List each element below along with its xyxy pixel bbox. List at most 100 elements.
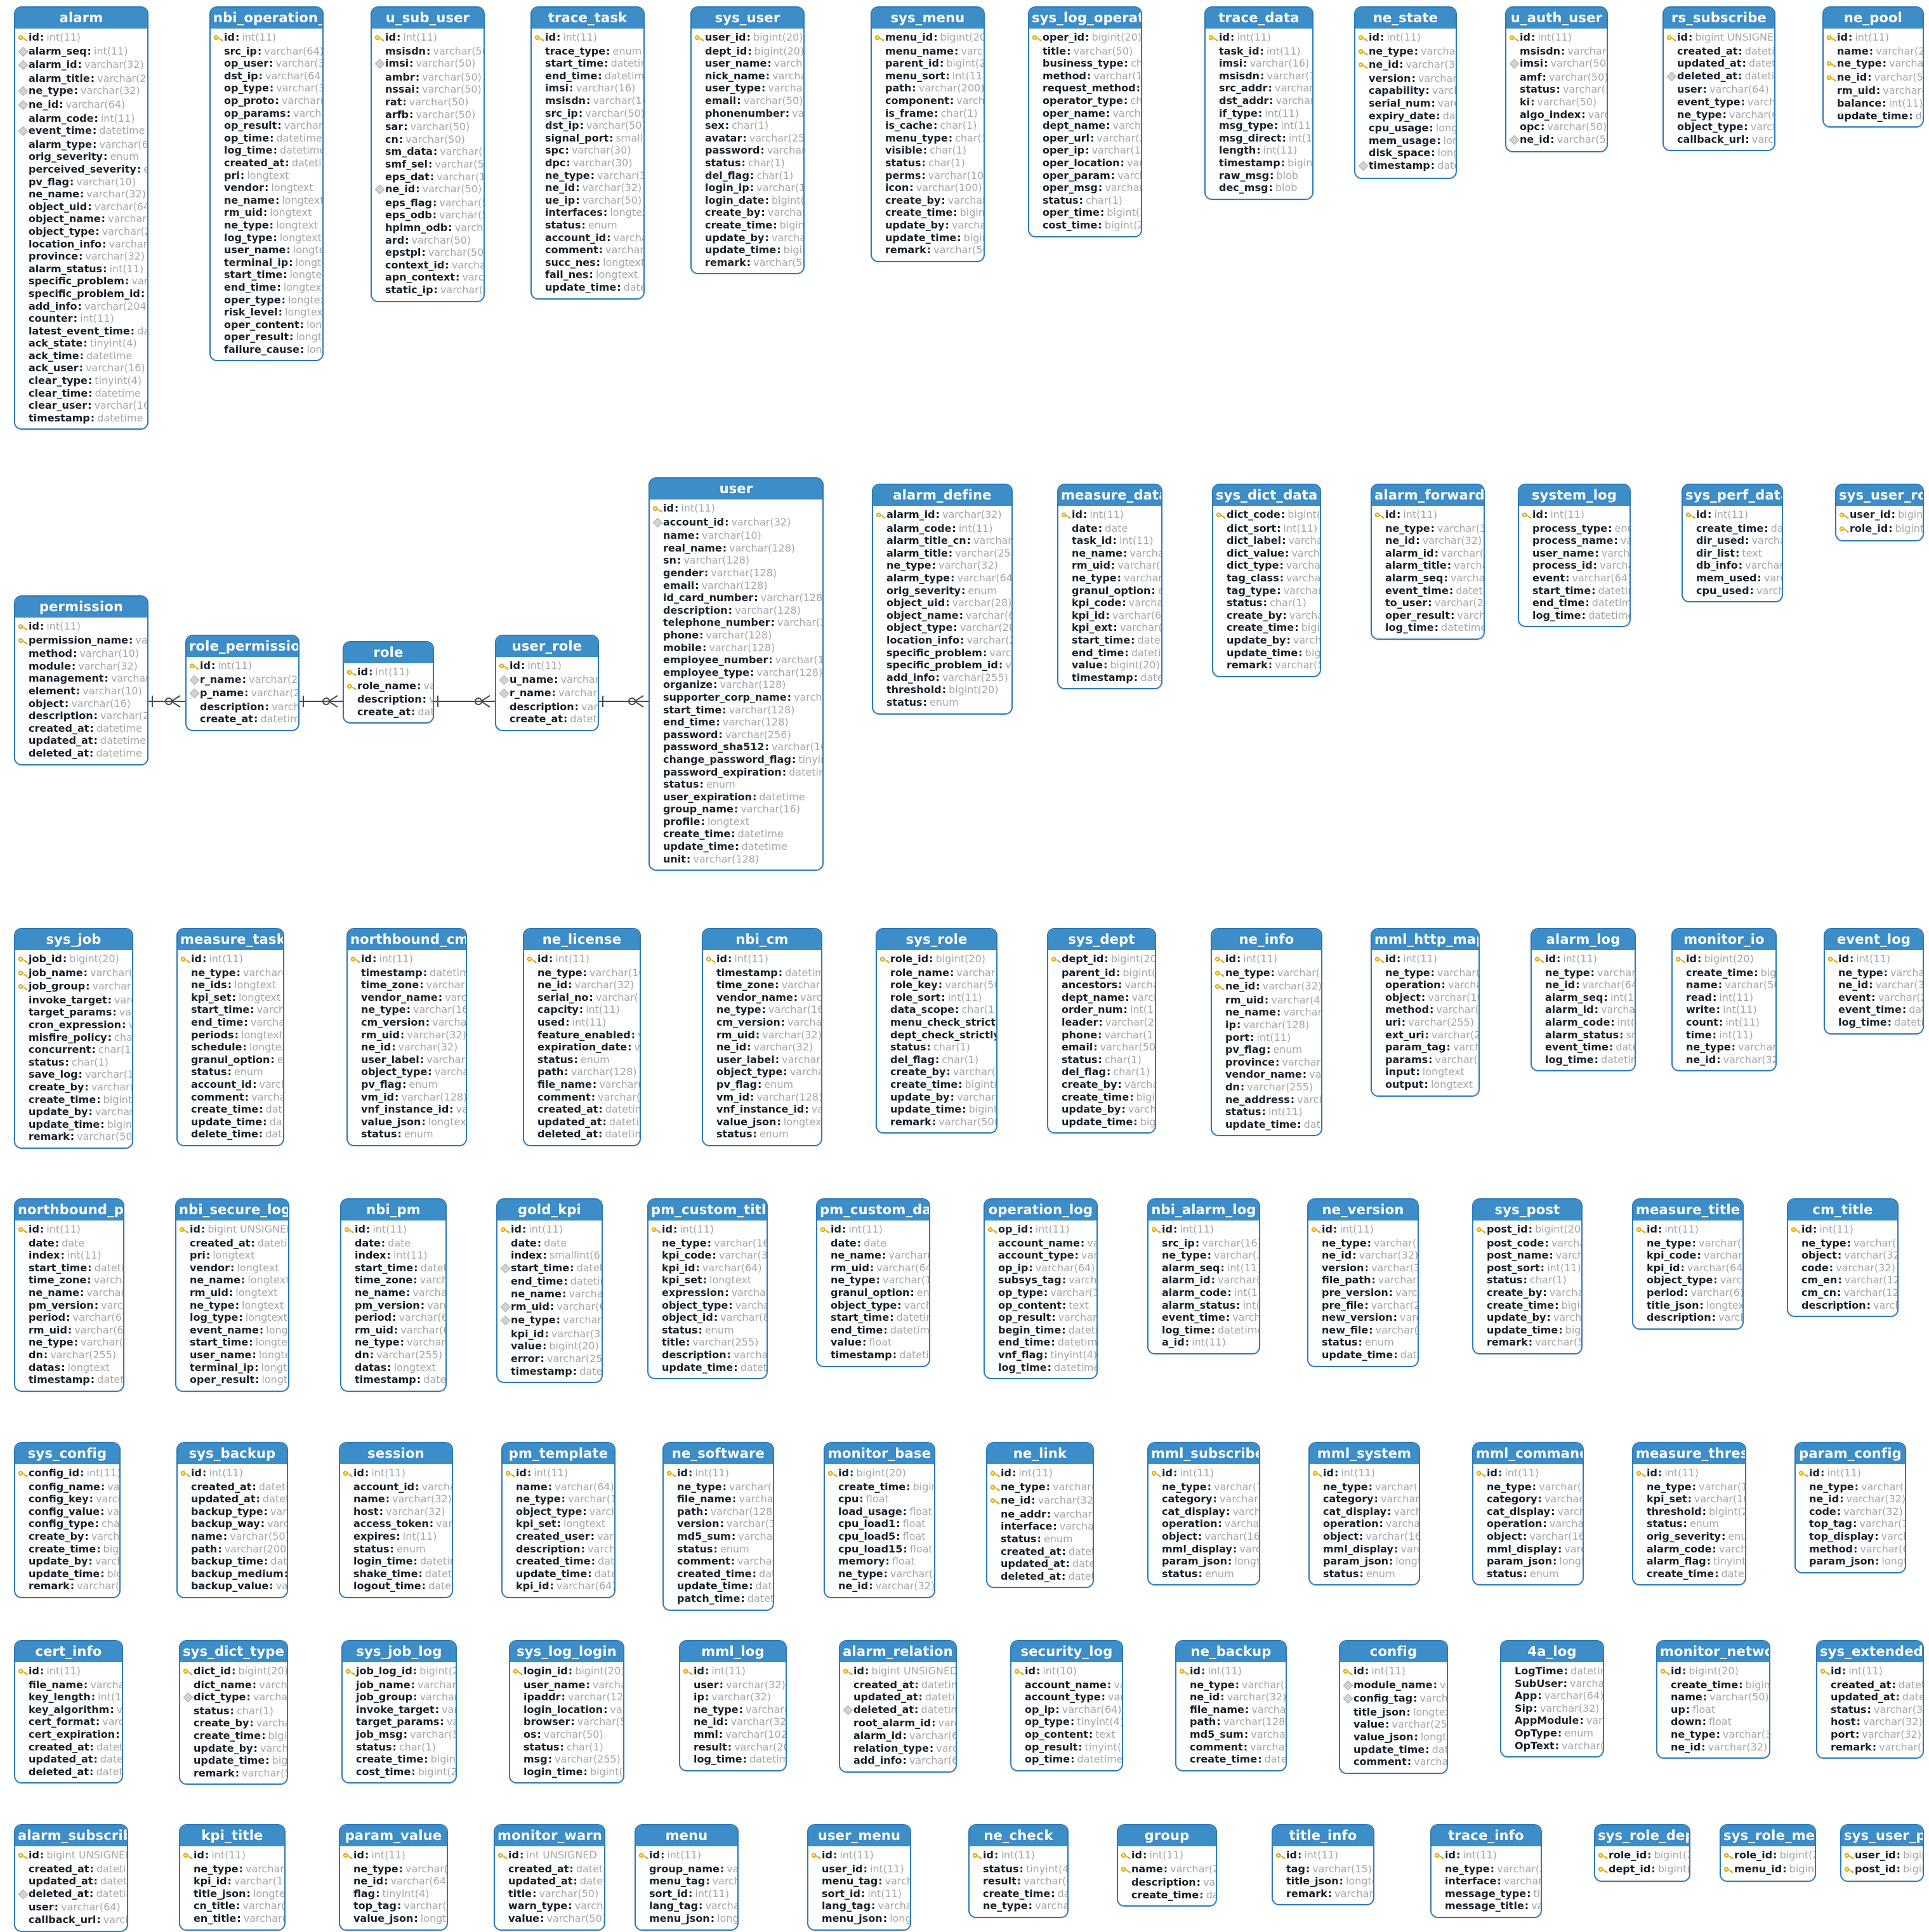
table-ne_software[interactable]: ne_softwareid:int(11)ne_type:varchar(32)… xyxy=(662,1442,774,1611)
table-system_log[interactable]: system_logid:int(11)process_type:enumpro… xyxy=(1518,484,1631,627)
table-cert_info[interactable]: cert_infoid:int(11)file_name:varchar(64)… xyxy=(14,1640,123,1783)
table-cm_title[interactable]: cm_titleid:int(11)ne_type:varchar(16)obj… xyxy=(1787,1198,1899,1317)
table-trace_info[interactable]: trace_infoid:int(11)ne_type:varchar(32)i… xyxy=(1430,1824,1542,1918)
column-type: int(11) xyxy=(1225,1262,1260,1274)
column-row: value_json:longtext xyxy=(1343,1731,1443,1743)
table-northbound_cm[interactable]: northbound_cmid:int(11)timestamp:datetim… xyxy=(346,928,467,1146)
column-row: misfire_policy:char(1) xyxy=(18,1031,128,1044)
table-measure_title[interactable]: measure_titleid:int(11)ne_type:varchar(1… xyxy=(1632,1198,1744,1330)
table-kpi_title[interactable]: kpi_titleid:int(11)ne_type:varchar(16)kp… xyxy=(179,1824,286,1931)
column-type: char(1) xyxy=(397,1741,436,1754)
table-sys_menu[interactable]: sys_menumenu_id:bigint(20)menu_name:varc… xyxy=(871,6,985,262)
table-session[interactable]: sessionid:int(11)account_id:varchar(32)n… xyxy=(339,1442,453,1598)
column-name: date xyxy=(511,1237,537,1250)
table-northbound_pm[interactable]: northbound_pmid:int(11)date:dateindex:in… xyxy=(14,1198,124,1392)
table-sys_user_post[interactable]: sys_user_postuser_id:bigint(20)post_id:b… xyxy=(1840,1824,1924,1882)
column-type: bigint(20) xyxy=(751,31,803,44)
column-type: int(11) xyxy=(44,620,81,633)
table-ne_license[interactable]: ne_licenseid:int(11)ne_type:varchar(16)n… xyxy=(523,928,641,1146)
table-4a_log[interactable]: 4a_logLogTime:datetimeSubUser:varchar(32… xyxy=(1500,1640,1604,1757)
table-param_config[interactable]: param_configid:int(11)ne_type:varchar(32… xyxy=(1794,1442,1906,1573)
table-ne_state[interactable]: ne_stateid:int(11)ne_type:varchar(16)ne_… xyxy=(1354,6,1457,179)
table-u_auth_user[interactable]: u_auth_userid:int(11)msisdn:varchar(16)i… xyxy=(1505,6,1608,152)
table-sys_user_role[interactable]: sys_user_roleuser_id:bigint(20)role_id:b… xyxy=(1835,484,1924,541)
table-ne_link[interactable]: ne_linkid:int(11)ne_type:varchar(32)ne_i… xyxy=(986,1442,1094,1588)
table-alarm_log[interactable]: alarm_logid:int(11)ne_type:varchar(16)ne… xyxy=(1531,928,1636,1071)
table-sys_perf_data[interactable]: sys_perf_dataid:int(11)create_time:datet… xyxy=(1682,484,1783,602)
table-nbi_operation_log[interactable]: nbi_operation_logid:int(11)src_ip:varcha… xyxy=(209,6,324,361)
table-sys_job_log[interactable]: sys_job_logjob_log_id:bigint(20)job_name… xyxy=(341,1640,457,1783)
table-nbi_cm[interactable]: nbi_cmid:int(11)timestamp:datetimetime_z… xyxy=(702,928,822,1146)
column-row: dpc:varchar(30) xyxy=(534,157,640,169)
table-ne_version[interactable]: ne_versionid:int(11)ne_type:varchar(32)n… xyxy=(1307,1198,1419,1367)
table-ne_pool[interactable]: ne_poolid:int(11)name:varchar(255)ne_typ… xyxy=(1822,6,1924,128)
table-alarm_forward_log[interactable]: alarm_forward_logid:int(11)ne_type:varch… xyxy=(1371,484,1485,640)
column-row: status:char(1) xyxy=(874,157,980,169)
table-mml_http_map[interactable]: mml_http_mapid:int(11)ne_type:varchar(16… xyxy=(1371,928,1480,1097)
table-event_log[interactable]: event_logid:int(11)ne_type:varchar(16)ne… xyxy=(1824,928,1924,1035)
table-config[interactable]: configid:int(11)module_name:varchar(32)c… xyxy=(1339,1640,1448,1774)
table-measure_task[interactable]: measure_taskid:int(11)ne_type:varchar(16… xyxy=(176,928,284,1146)
table-ne_backup[interactable]: ne_backupid:int(11)ne_type:varchar(32)ne… xyxy=(1175,1640,1287,1771)
table-permission[interactable]: permissionid:int(11)permission_name:varc… xyxy=(14,595,148,765)
table-sys_extended[interactable]: sys_extendedid:int(11)created_at:datetim… xyxy=(1816,1640,1924,1759)
table-param_value[interactable]: param_valueid:int(11)ne_type:varchar(32)… xyxy=(339,1824,448,1931)
table-sys_backup[interactable]: sys_backupid:int(11)created_at:datetimeu… xyxy=(176,1442,288,1598)
table-menu[interactable]: menuid:int(11)group_name:varchar(64)menu… xyxy=(635,1824,739,1931)
table-pm_custom_data[interactable]: pm_custom_dataid:int(11)date:datene_name… xyxy=(816,1198,930,1367)
column-row: file_path:varchar(255) xyxy=(1311,1274,1414,1287)
table-group[interactable]: groupid:int(11)name:varchar(255)descript… xyxy=(1117,1824,1217,1907)
table-sys_role_dept[interactable]: sys_role_deptrole_id:bigint(20)dept_id:b… xyxy=(1594,1824,1690,1882)
table-measure_threshold[interactable]: measure_thresholdid:int(11)ne_type:varch… xyxy=(1632,1442,1746,1585)
column-name: alarm_type xyxy=(29,138,93,151)
table-monitor_network[interactable]: monitor_networkid:bigint(20)create_time:… xyxy=(1656,1640,1770,1759)
table-security_log[interactable]: security_logid:int(10)account_name:varch… xyxy=(1010,1640,1123,1771)
table-monitor_io[interactable]: monitor_ioid:bigint(20)create_time:bigin… xyxy=(1671,928,1777,1071)
table-u_sub_user[interactable]: u_sub_userid:int(11)msisdn:varchar(50)im… xyxy=(371,6,485,302)
column-type: varchar(64) xyxy=(779,1054,822,1066)
primary-key-marker xyxy=(651,1224,662,1237)
table-sys_dict_data[interactable]: sys_dict_datadict_code:bigint(20)dict_so… xyxy=(1212,484,1321,677)
table-sys_role_menu[interactable]: sys_role_menurole_id:bigint(20)menu_id:b… xyxy=(1720,1824,1816,1882)
table-mml_system[interactable]: mml_systemid:int(11)ne_type:varchar(16)c… xyxy=(1308,1442,1420,1585)
column-row: ne_name:varchar(64) xyxy=(820,1249,925,1262)
table-ne_info[interactable]: ne_infoid:int(11)ne_type:varchar(32)ne_i… xyxy=(1211,928,1322,1136)
table-role[interactable]: roleid:int(11)role_name:varchar(255)desc… xyxy=(343,641,434,724)
table-user_role[interactable]: user_roleid:int(11)u_name:varchar(255)r_… xyxy=(495,635,599,731)
table-mml_command[interactable]: mml_commandid:int(11)ne_type:varchar(16)… xyxy=(1472,1442,1584,1585)
column-name: del_flag xyxy=(705,169,750,182)
